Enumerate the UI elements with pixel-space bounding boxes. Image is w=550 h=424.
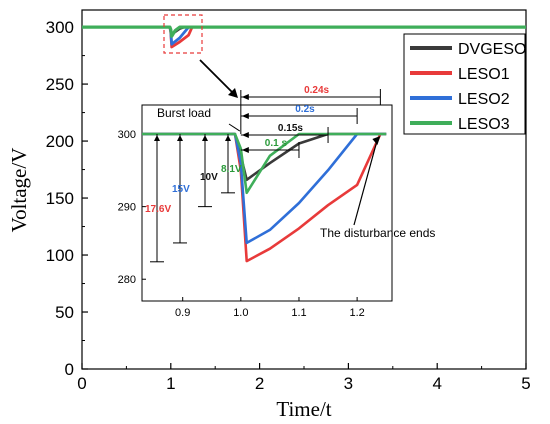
drop-label: 8.1V (221, 164, 242, 175)
disturbance-ends-label: The disturbance ends (320, 226, 435, 240)
inset-y-tick-label: 280 (118, 274, 136, 286)
burst-load-label: Burst load (157, 106, 211, 120)
legend: DVGESO LESO1 LESO2 LESO3 (403, 33, 526, 135)
legend-label-leso3: LESO3 (458, 116, 510, 133)
disturbance-ends-arrowhead (372, 136, 381, 146)
x-tick-label: 3 (344, 374, 353, 393)
main-series-line-leso3 (82, 25, 526, 38)
time-span-label: 0.15s (278, 123, 303, 134)
time-span-label: 0.2s (295, 104, 315, 115)
drop-bar-arrowhead (202, 135, 208, 142)
x-tick-label: 4 (432, 374, 441, 393)
y-tick-label: 150 (46, 189, 74, 208)
time-span-arrowhead (241, 94, 249, 100)
x-tick-label: 1 (166, 374, 175, 393)
inset-series-group (142, 132, 387, 263)
y-axis-label: Voltage/V (7, 148, 31, 233)
legend-label-leso1: LESO1 (458, 66, 510, 83)
y-tick-label: 250 (46, 75, 74, 94)
drop-bar-arrowhead (177, 135, 183, 142)
time-span-label: 0.1 s (265, 138, 288, 149)
zoom-arrow-head (228, 88, 238, 98)
inset-x-tick-label: 1.1 (291, 307, 306, 319)
inset-x-tick-label: 0.9 (175, 307, 190, 319)
x-tick-label: 0 (77, 374, 86, 393)
inset-y-tick-label: 300 (118, 129, 136, 141)
drop-bar-arrowhead (154, 135, 160, 142)
drop-label: 10V (200, 172, 218, 183)
legend-label-leso2: LESO2 (458, 91, 510, 108)
y-tick-label: 100 (46, 246, 74, 265)
y-tick-label: 50 (55, 303, 74, 322)
inset-chart: 280 290 300 0.9 1.0 1.1 1.2 Burst load The dis… (118, 85, 436, 319)
drop-label: 17.6V (145, 204, 171, 215)
y-tick-label: 200 (46, 132, 74, 151)
y-tick-label: 0 (65, 360, 74, 379)
drop-label: 15V (172, 184, 190, 195)
x-tick-label: 5 (521, 374, 530, 393)
inset-series-line-leso2 (142, 132, 387, 245)
x-axis-label: Time/t (276, 397, 331, 421)
inset-plot-frame (141, 104, 393, 302)
main-x-axis: 0 1 2 3 4 5 (77, 363, 531, 393)
inset-series-line-leso3 (142, 132, 387, 195)
time-span-label: 0.24s (304, 85, 329, 96)
time-span-arrowhead (241, 147, 249, 153)
drop-bar-arrowhead (225, 135, 231, 142)
legend-box (403, 33, 526, 135)
main-series-group (82, 25, 526, 49)
x-tick-label: 2 (255, 374, 264, 393)
y-tick-label: 300 (46, 18, 74, 37)
inset-y-axis: 280 290 300 (118, 129, 146, 286)
time-span-arrowhead (241, 113, 249, 119)
inset-x-tick-label: 1.2 (349, 307, 364, 319)
zoom-arrow (199, 59, 237, 97)
inset-x-axis: 0.9 1.0 1.1 1.2 (175, 297, 365, 319)
time-span-arrowhead (241, 132, 249, 138)
zoom-region-box (163, 14, 203, 54)
burst-load-pointer (228, 123, 241, 132)
disturbance-ends-arrow (353, 138, 379, 226)
inset-x-tick-label: 1.0 (233, 307, 248, 319)
inset-y-tick-label: 290 (118, 202, 136, 214)
legend-label-dvgeso: DVGESO (458, 41, 526, 58)
